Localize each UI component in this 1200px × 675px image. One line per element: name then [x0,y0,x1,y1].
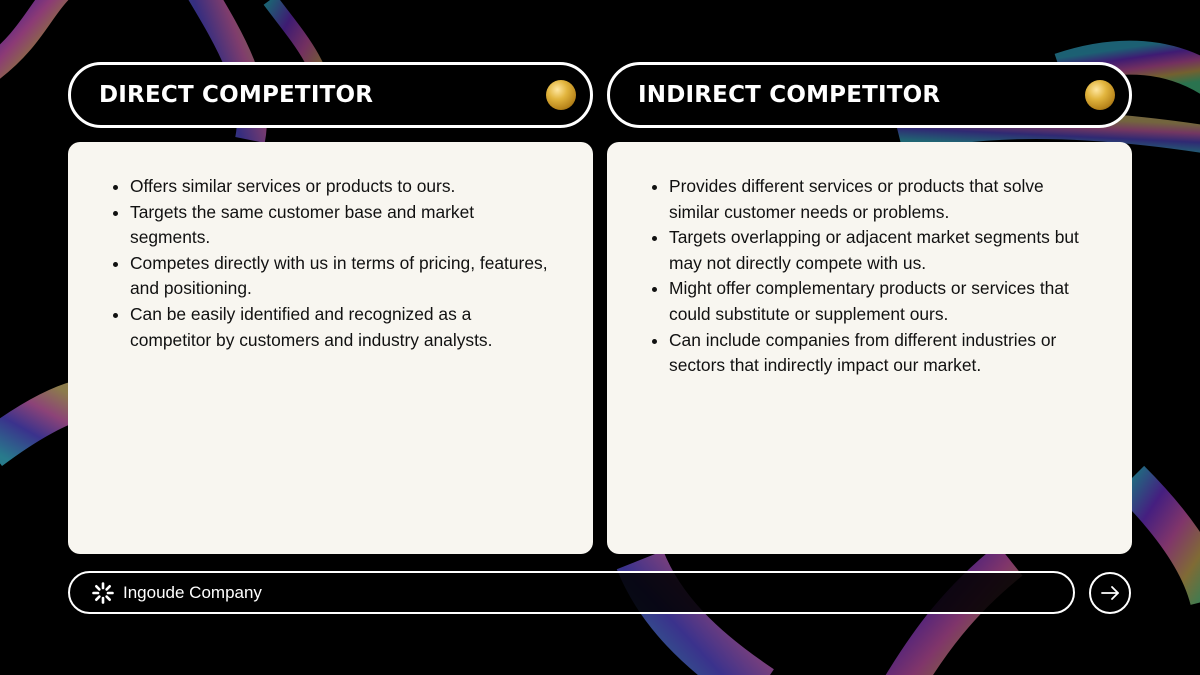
list-item: Might offer complementary products or se… [669,276,1092,327]
list-item: Can include companies from different ind… [669,328,1092,379]
next-slide-button[interactable] [1089,572,1131,614]
direct-competitor-title: DIRECT COMPETITOR [99,82,374,108]
list-item: Provides different services or products … [669,174,1092,225]
gold-orb-icon [546,80,576,110]
sunburst-logo-icon [92,581,114,604]
indirect-competitor-header: INDIRECT COMPETITOR [607,62,1132,128]
arrow-right-icon [1101,586,1119,600]
indirect-competitor-card: Provides different services or products … [607,142,1132,554]
list-item: Offers similar services or products to o… [130,174,553,200]
list-item: Competes directly with us in terms of pr… [130,251,553,302]
list-item: Targets the same customer base and marke… [130,200,553,251]
company-name: Ingoude Company [123,582,262,602]
list-item: Targets overlapping or adjacent market s… [669,225,1092,276]
direct-competitor-header: DIRECT COMPETITOR [68,62,593,128]
indirect-competitor-title: INDIRECT COMPETITOR [638,82,941,108]
list-item: Can be easily identified and recognized … [130,302,553,353]
direct-competitor-card: Offers similar services or products to o… [68,142,593,554]
direct-competitor-list: Offers similar services or products to o… [108,174,553,353]
footer-bar: Ingoude Company [68,571,1075,614]
indirect-competitor-list: Provides different services or products … [647,174,1092,379]
gold-orb-icon [1085,80,1115,110]
